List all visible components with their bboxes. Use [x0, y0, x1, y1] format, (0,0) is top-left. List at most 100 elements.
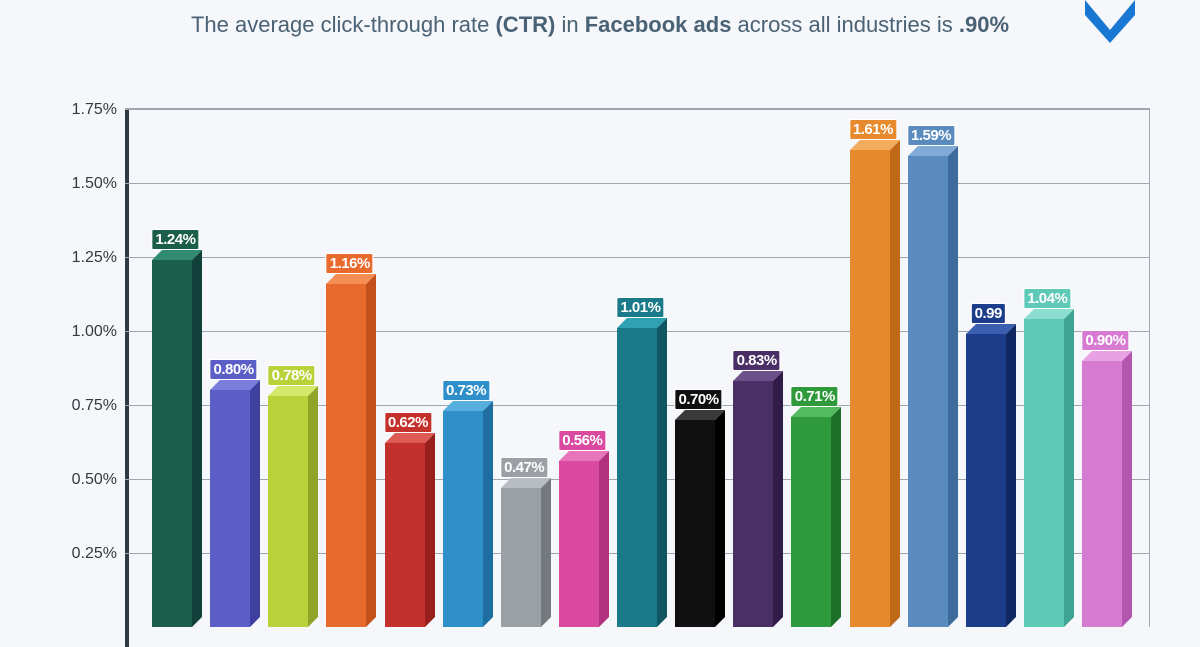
- bar-column: 0.70%: [666, 109, 724, 627]
- bar-front-face: [210, 390, 250, 627]
- bar-front-face: [966, 334, 1006, 627]
- bar-column: 0.47%: [492, 109, 550, 627]
- bar-front-face: [326, 284, 366, 627]
- subtitle-bold3: .90%: [959, 12, 1009, 37]
- bar-column: 0.83%: [724, 109, 782, 627]
- y-tick-label: 1.00%: [72, 323, 117, 341]
- bar-side-face: [541, 478, 551, 627]
- bar-front-face: [908, 156, 948, 627]
- bar-front-face: [1024, 319, 1064, 627]
- bar-value-label: 0.62%: [384, 412, 432, 433]
- bar: 1.59%: [908, 156, 948, 627]
- bar-value-label: 1.04%: [1023, 288, 1071, 309]
- bar: 0.78%: [268, 396, 308, 627]
- bar-side-face: [250, 380, 260, 627]
- y-tick-label: 1.50%: [72, 175, 117, 193]
- bar-value-label: 0.73%: [442, 380, 490, 401]
- bar-column: 1.59%: [899, 109, 957, 627]
- y-tick-label: 1.25%: [72, 249, 117, 267]
- bar-column: 0.99: [957, 109, 1015, 627]
- bar-side-face: [1064, 309, 1074, 627]
- bar-column: 0.90%: [1073, 109, 1131, 627]
- subtitle-bold1: (CTR): [495, 12, 555, 37]
- bar-column: 0.73%: [434, 109, 492, 627]
- bar-column: 0.62%: [376, 109, 434, 627]
- subtitle-pre: The average click-through rate: [191, 12, 496, 37]
- bar-value-label: 0.90%: [1081, 330, 1129, 351]
- subtitle-mid: in: [555, 12, 584, 37]
- bar-side-face: [425, 433, 435, 627]
- bar: 0.47%: [501, 488, 541, 627]
- bar: 1.16%: [326, 284, 366, 627]
- bar-column: 1.16%: [317, 109, 375, 627]
- bar-value-label: 0.56%: [558, 430, 606, 451]
- ctr-bar-chart: 0.25%0.50%0.75%1.00%1.25%1.50%1.75% 1.24…: [40, 108, 1160, 627]
- bar-side-face: [773, 371, 783, 627]
- bar-value-label: 1.01%: [616, 297, 664, 318]
- bar-side-face: [890, 140, 900, 627]
- bar-column: 0.71%: [782, 109, 840, 627]
- bar-value-label: 0.99: [971, 303, 1006, 324]
- bar: 1.24%: [152, 260, 192, 627]
- bar-front-face: [791, 417, 831, 627]
- bar: 0.83%: [733, 381, 773, 627]
- bar: 1.61%: [850, 150, 890, 627]
- bar-front-face: [152, 260, 192, 627]
- bar-column: 1.01%: [608, 109, 666, 627]
- bar: 0.70%: [675, 420, 715, 627]
- bar-side-face: [657, 318, 667, 627]
- bar-side-face: [599, 451, 609, 627]
- bar-front-face: [559, 461, 599, 627]
- logo-icon: [1080, 0, 1140, 45]
- bar-side-face: [831, 407, 841, 627]
- bar-column: 0.56%: [550, 109, 608, 627]
- subtitle-post: across all industries is: [731, 12, 958, 37]
- bar: 1.01%: [617, 328, 657, 627]
- bar: 0.56%: [559, 461, 599, 627]
- chart-subtitle: The average click-through rate (CTR) in …: [0, 0, 1200, 38]
- bar-side-face: [1006, 324, 1016, 627]
- y-tick-label: 1.75%: [72, 101, 117, 119]
- plot-area: 0.25%0.50%0.75%1.00%1.25%1.50%1.75% 1.24…: [125, 108, 1150, 627]
- bar-column: 1.24%: [143, 109, 201, 627]
- bar-front-face: [617, 328, 657, 627]
- bar-side-face: [308, 386, 318, 627]
- bar: 0.99: [966, 334, 1006, 627]
- bar: 0.62%: [385, 443, 425, 627]
- bar-value-label: 0.83%: [733, 350, 781, 371]
- bar-column: 0.78%: [259, 109, 317, 627]
- bar-side-face: [715, 410, 725, 627]
- bar: 0.80%: [210, 390, 250, 627]
- bar: 0.71%: [791, 417, 831, 627]
- y-tick-label: 0.50%: [72, 471, 117, 489]
- bar: 0.90%: [1082, 361, 1122, 627]
- y-tick-label: 0.25%: [72, 545, 117, 563]
- bar-side-face: [1122, 351, 1132, 627]
- y-tick-label: 0.75%: [72, 397, 117, 415]
- bar-front-face: [501, 488, 541, 627]
- bar-front-face: [733, 381, 773, 627]
- bars-container: 1.24% 0.80% 0.78% 1.16% 0.62% 0.73% 0.47% 0.56%…: [125, 109, 1149, 627]
- bar-value-label: 0.80%: [210, 359, 258, 380]
- bar-value-label: 1.24%: [151, 229, 199, 250]
- bar-value-label: 0.47%: [500, 457, 548, 478]
- bar-value-label: 1.16%: [326, 253, 374, 274]
- bar-value-label: 0.70%: [675, 389, 723, 410]
- bar: 1.04%: [1024, 319, 1064, 627]
- bar-value-label: 0.78%: [268, 365, 316, 386]
- bar-side-face: [366, 274, 376, 627]
- bar-side-face: [192, 250, 202, 627]
- bar-column: 0.80%: [201, 109, 259, 627]
- bar: 0.73%: [443, 411, 483, 627]
- bar-column: 1.61%: [841, 109, 899, 627]
- bar-front-face: [385, 443, 425, 627]
- bar-side-face: [948, 146, 958, 627]
- bar-column: 1.04%: [1015, 109, 1073, 627]
- bar-front-face: [675, 420, 715, 627]
- bar-front-face: [443, 411, 483, 627]
- bar-front-face: [850, 150, 890, 627]
- bar-value-label: 0.71%: [791, 386, 839, 407]
- subtitle-bold2: Facebook ads: [585, 12, 732, 37]
- bar-front-face: [268, 396, 308, 627]
- bar-front-face: [1082, 361, 1122, 627]
